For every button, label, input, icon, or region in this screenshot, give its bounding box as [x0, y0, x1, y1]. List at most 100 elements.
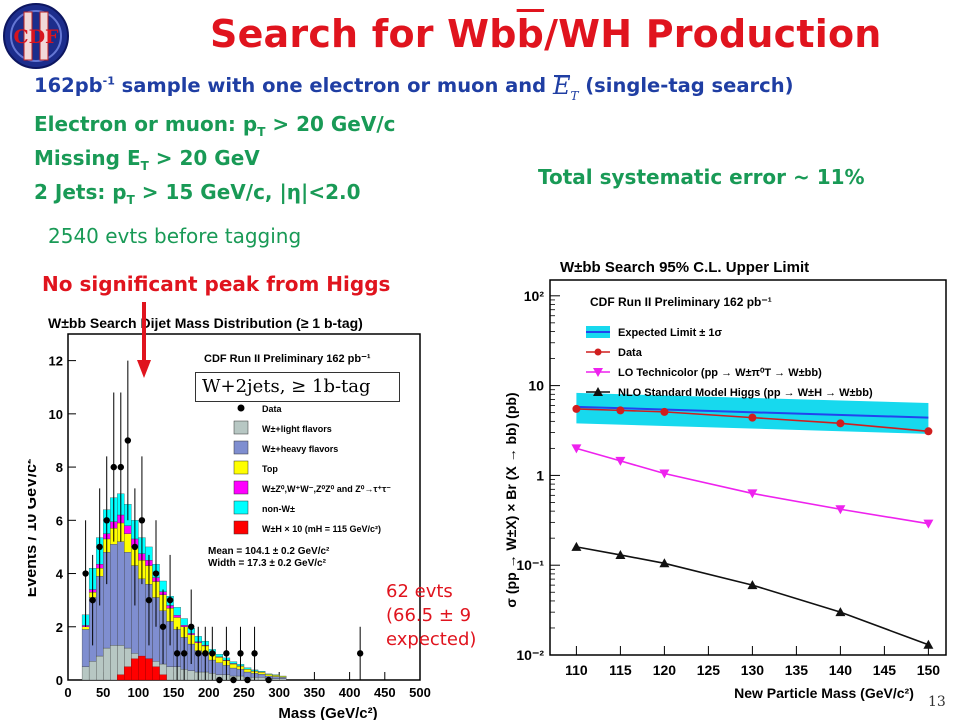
hist-xtick-label: 250: [233, 685, 255, 700]
hist-data-point: [153, 570, 159, 576]
systematic-error: Total systematic error ~ 11%: [538, 165, 865, 189]
hist-data-point: [125, 437, 131, 443]
hist-bar: [124, 552, 131, 648]
hist-legend-label: Top: [262, 464, 278, 474]
hist-bar: [82, 627, 89, 630]
hist-higgs-bar: [117, 675, 124, 680]
limit-xtick-label: 115: [609, 662, 632, 678]
hist-higgs-bar: [124, 667, 131, 680]
hist-bar: [272, 675, 279, 676]
hist-legend-marker: [238, 405, 245, 412]
hist-data-point: [244, 677, 250, 683]
hist-data-point: [237, 650, 243, 656]
cdf-logo: CDF: [2, 2, 70, 70]
data-limit-point: [572, 405, 580, 413]
limit-xtick-label: 110: [565, 662, 588, 678]
slide-subtitle: 162pb-1 sample with one electron or muon…: [34, 70, 794, 101]
hist-xlabel: Mass (GeV/c²): [278, 705, 377, 720]
hist-bar: [244, 669, 251, 672]
hist-data-point: [111, 464, 117, 470]
limit-ylabel: σ (pp → W±X) × Br (X → bb) (pb): [503, 392, 519, 607]
hist-mean: Mean = 104.1 ± 0.2 GeV/c²: [208, 546, 330, 557]
hist-bar: [272, 675, 279, 676]
hist-data-point: [104, 517, 110, 523]
hist-legend-label: non-W±: [262, 504, 295, 514]
limit-legend-label: Data: [618, 347, 643, 359]
data-limit-point: [836, 419, 844, 427]
hist-data-point: [174, 650, 180, 656]
hist-bar: [265, 674, 272, 676]
hist-legend-label: W±+light flavors: [262, 424, 332, 434]
technicolor-line: [576, 448, 928, 523]
hist-data-point: [160, 624, 166, 630]
hist-bar: [89, 661, 96, 680]
hist-legend-swatch: [234, 421, 248, 434]
hist-bar: [138, 579, 145, 659]
hist-data-point: [195, 650, 201, 656]
hist-data-point: [96, 544, 102, 550]
event-count-note: 62 evts (66.5 ± 9 expected): [386, 580, 476, 652]
limit-ytick-label: 10⁻²: [516, 647, 544, 663]
page-number: 13: [928, 694, 946, 710]
cut-jets-text: 2 Jets: p: [34, 180, 127, 204]
hist-bar: [216, 654, 223, 657]
title-prefix: Search for Wb: [210, 12, 517, 56]
event-count-line1: 62 evts: [386, 580, 476, 604]
hist-legend-swatch: [234, 521, 248, 534]
hist-bar: [174, 607, 181, 615]
hist-data-point: [181, 650, 187, 656]
upper-limit-svg: W±bb Search 95% C.L. Upper Limit CDF Run…: [494, 240, 960, 720]
hist-bar: [181, 625, 188, 627]
hist-data-point: [167, 597, 173, 603]
hist-data-point: [357, 650, 363, 656]
hist-ytick-label: 0: [56, 673, 63, 688]
hist-bar: [230, 664, 237, 668]
subtitle-sup: -1: [103, 75, 115, 88]
hist-xtick-label: 500: [409, 685, 431, 700]
hist-bar: [265, 674, 272, 675]
no-peak-note: No significant peak from Higgs: [42, 272, 390, 296]
technicolor-point: [923, 520, 933, 529]
hist-bar: [167, 667, 174, 680]
cut-met-text: Missing E: [34, 146, 141, 170]
hist-data-point: [118, 464, 124, 470]
hist-legend-swatch: [234, 461, 248, 474]
hist-legend-swatch: [234, 501, 248, 514]
hist-bar: [258, 672, 265, 674]
higgs-arrow: [137, 302, 151, 378]
hist-ytick-label: 12: [49, 354, 63, 369]
subtitle-part3: (single-tag search): [578, 74, 793, 97]
events-before-tagging: 2540 evts before tagging: [48, 224, 301, 248]
hist-higgs-bar: [138, 656, 145, 680]
hist-bar: [82, 629, 89, 666]
upper-limit-plot: W±bb Search 95% C.L. Upper Limit CDF Run…: [494, 240, 960, 720]
hist-bar: [244, 672, 251, 677]
hist-ytick-label: 10: [49, 407, 63, 422]
subtitle-part2: sample with one electron or muon and: [115, 74, 553, 97]
hist-higgs-bar: [145, 659, 152, 680]
data-limit-point: [748, 414, 756, 422]
limit-xtick-label: 150: [917, 662, 941, 678]
hist-bar: [272, 677, 279, 679]
cut-jets-sub: T: [127, 193, 135, 207]
limit-legend-label: Expected Limit ± 1σ: [618, 327, 723, 339]
limit-legend-label: LO Technicolor (pp → W±π⁰T → W±bb): [618, 367, 822, 379]
hist-xtick-label: 0: [64, 685, 71, 700]
hist-bar: [216, 663, 223, 675]
dijet-mass-svg: W±bb Search Dijet Mass Distribution (≥ 1…: [28, 298, 432, 720]
hist-title: W±bb Search Dijet Mass Distribution (≥ 1…: [48, 315, 363, 331]
hist-data-point: [251, 650, 257, 656]
hist-bar: [188, 671, 195, 680]
hist-xtick-label: 100: [128, 685, 150, 700]
hist-data-point: [132, 544, 138, 550]
cut-jets-value: > 15 GeV/c, |η|<2.0: [135, 180, 361, 204]
hist-higgs-bar: [160, 675, 167, 680]
limit-annotation: CDF Run II Preliminary 162 pb⁻¹: [590, 295, 772, 309]
hist-data-point: [209, 650, 215, 656]
hist-xtick-label: 450: [374, 685, 396, 700]
hist-data-point: [139, 517, 145, 523]
hist-width: Width = 17.3 ± 0.2 GeV/c²: [208, 558, 327, 569]
logo-text: CDF: [13, 26, 59, 48]
hist-bar: [258, 671, 265, 672]
cut-missing-et: Missing ET > 20 GeV: [34, 146, 260, 173]
